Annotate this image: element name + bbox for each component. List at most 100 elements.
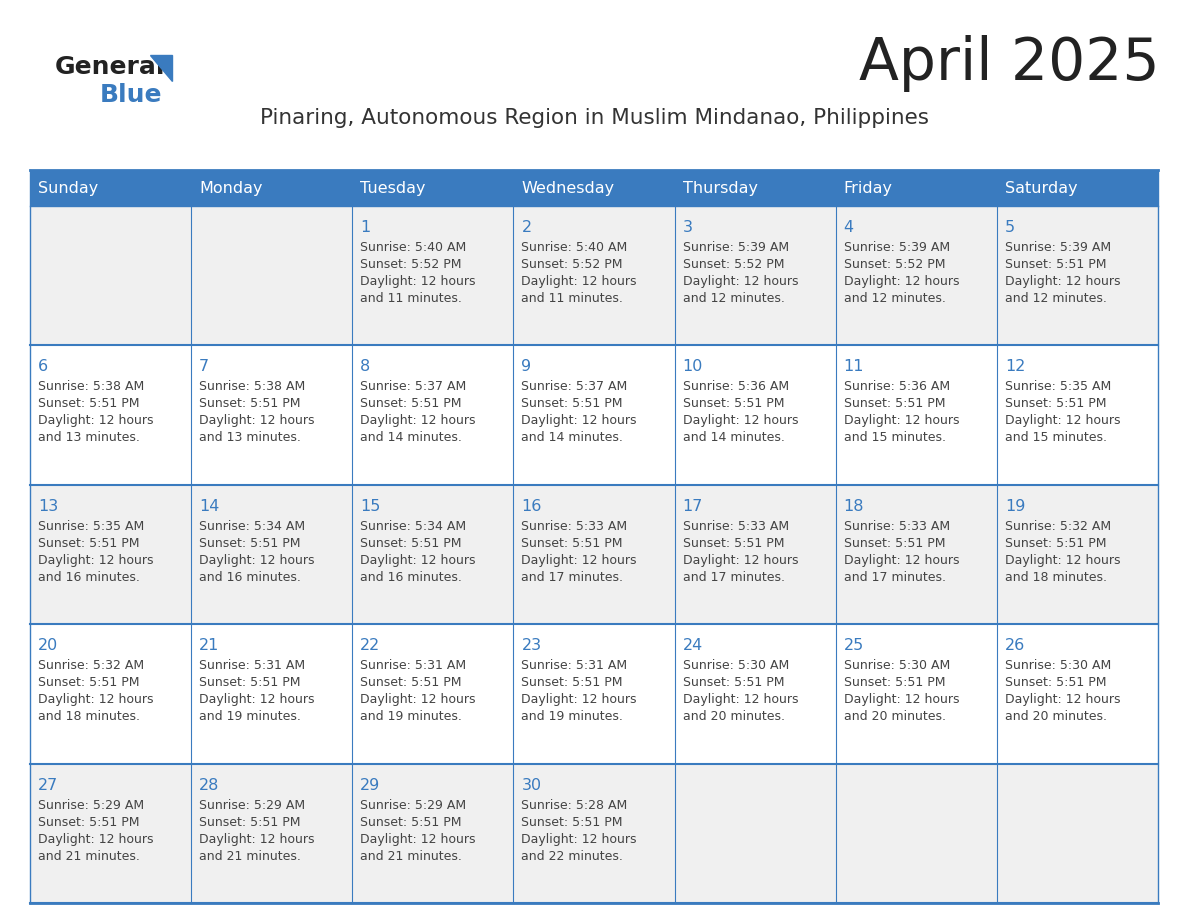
Text: 10: 10 [683,360,703,375]
Bar [513,764,675,903]
Text: Sunrise: 5:30 AM: Sunrise: 5:30 AM [683,659,789,672]
Text: and 16 minutes.: and 16 minutes. [38,571,140,584]
Text: 9: 9 [522,360,531,375]
Text: and 15 minutes.: and 15 minutes. [1005,431,1107,444]
Text: Daylight: 12 hours: Daylight: 12 hours [522,275,637,288]
Text: Monday: Monday [200,181,263,196]
Text: Sunrise: 5:36 AM: Sunrise: 5:36 AM [683,380,789,394]
Text: 16: 16 [522,498,542,514]
Text: Daylight: 12 hours: Daylight: 12 hours [200,693,315,706]
Bar [997,206,1158,345]
Text: 25: 25 [843,638,864,654]
Bar [997,624,1158,764]
Bar [835,206,997,345]
Text: Sunrise: 5:39 AM: Sunrise: 5:39 AM [1005,241,1111,254]
Bar [675,764,835,903]
Text: Sunrise: 5:31 AM: Sunrise: 5:31 AM [522,659,627,672]
Text: Daylight: 12 hours: Daylight: 12 hours [522,414,637,428]
Bar [191,624,353,764]
Bar [513,624,675,764]
Text: Sunset: 5:51 PM: Sunset: 5:51 PM [843,397,946,410]
Text: 23: 23 [522,638,542,654]
Text: Sunrise: 5:33 AM: Sunrise: 5:33 AM [522,520,627,532]
Bar [835,764,997,903]
Text: Sunset: 5:51 PM: Sunset: 5:51 PM [522,815,623,829]
Text: Sunrise: 5:33 AM: Sunrise: 5:33 AM [843,520,950,532]
Text: Sunrise: 5:31 AM: Sunrise: 5:31 AM [200,659,305,672]
Bar [353,764,513,903]
Text: 19: 19 [1005,498,1025,514]
Text: and 14 minutes.: and 14 minutes. [522,431,624,444]
Text: Daylight: 12 hours: Daylight: 12 hours [38,693,153,706]
Text: Daylight: 12 hours: Daylight: 12 hours [38,833,153,845]
Text: Sunset: 5:51 PM: Sunset: 5:51 PM [843,537,946,550]
Text: Sunset: 5:52 PM: Sunset: 5:52 PM [683,258,784,271]
Text: 26: 26 [1005,638,1025,654]
Text: 27: 27 [38,778,58,792]
Text: Sunrise: 5:32 AM: Sunrise: 5:32 AM [1005,520,1111,532]
Bar [353,624,513,764]
Text: Daylight: 12 hours: Daylight: 12 hours [1005,414,1120,428]
Text: Sunrise: 5:29 AM: Sunrise: 5:29 AM [38,799,144,812]
Text: Sunset: 5:51 PM: Sunset: 5:51 PM [522,677,623,689]
Text: 11: 11 [843,360,864,375]
Text: Sunset: 5:51 PM: Sunset: 5:51 PM [360,537,462,550]
Text: 2: 2 [522,220,531,235]
Bar [675,624,835,764]
Text: and 17 minutes.: and 17 minutes. [843,571,946,584]
Text: and 16 minutes.: and 16 minutes. [360,571,462,584]
Text: 8: 8 [360,360,371,375]
Text: and 19 minutes.: and 19 minutes. [360,711,462,723]
Bar [675,485,835,624]
Text: Daylight: 12 hours: Daylight: 12 hours [522,833,637,845]
Text: Sunrise: 5:40 AM: Sunrise: 5:40 AM [360,241,467,254]
Text: and 12 minutes.: and 12 minutes. [1005,292,1107,305]
Text: Daylight: 12 hours: Daylight: 12 hours [683,275,798,288]
Text: Daylight: 12 hours: Daylight: 12 hours [38,554,153,566]
Text: Blue: Blue [100,83,163,107]
Text: Sunrise: 5:33 AM: Sunrise: 5:33 AM [683,520,789,532]
Bar [675,170,835,206]
Text: and 21 minutes.: and 21 minutes. [38,849,140,863]
Text: and 20 minutes.: and 20 minutes. [843,711,946,723]
Text: Daylight: 12 hours: Daylight: 12 hours [360,414,475,428]
Text: and 20 minutes.: and 20 minutes. [683,711,784,723]
Text: Daylight: 12 hours: Daylight: 12 hours [1005,554,1120,566]
Text: Sunrise: 5:38 AM: Sunrise: 5:38 AM [200,380,305,394]
Text: 7: 7 [200,360,209,375]
Polygon shape [150,55,172,81]
Text: and 17 minutes.: and 17 minutes. [522,571,624,584]
Text: Daylight: 12 hours: Daylight: 12 hours [522,693,637,706]
Text: and 21 minutes.: and 21 minutes. [360,849,462,863]
Text: Daylight: 12 hours: Daylight: 12 hours [1005,693,1120,706]
Text: Daylight: 12 hours: Daylight: 12 hours [200,554,315,566]
Text: Daylight: 12 hours: Daylight: 12 hours [843,414,959,428]
Text: 22: 22 [360,638,380,654]
Text: Daylight: 12 hours: Daylight: 12 hours [360,554,475,566]
Text: Sunset: 5:51 PM: Sunset: 5:51 PM [1005,677,1106,689]
Text: Sunset: 5:51 PM: Sunset: 5:51 PM [38,677,139,689]
Text: Daylight: 12 hours: Daylight: 12 hours [360,693,475,706]
Bar [191,345,353,485]
Bar [513,485,675,624]
Bar [353,345,513,485]
Text: and 11 minutes.: and 11 minutes. [360,292,462,305]
Text: 30: 30 [522,778,542,792]
Bar [30,485,191,624]
Text: Sunday: Sunday [38,181,99,196]
Text: Sunrise: 5:31 AM: Sunrise: 5:31 AM [360,659,467,672]
Text: and 14 minutes.: and 14 minutes. [683,431,784,444]
Text: 29: 29 [360,778,380,792]
Text: Sunset: 5:51 PM: Sunset: 5:51 PM [1005,537,1106,550]
Bar [835,624,997,764]
Text: and 15 minutes.: and 15 minutes. [843,431,946,444]
Text: and 13 minutes.: and 13 minutes. [38,431,140,444]
Bar [997,345,1158,485]
Text: Daylight: 12 hours: Daylight: 12 hours [683,414,798,428]
Text: Daylight: 12 hours: Daylight: 12 hours [843,554,959,566]
Text: 17: 17 [683,498,703,514]
Text: Thursday: Thursday [683,181,758,196]
Text: 4: 4 [843,220,854,235]
Text: Sunset: 5:51 PM: Sunset: 5:51 PM [683,677,784,689]
Bar [30,345,191,485]
